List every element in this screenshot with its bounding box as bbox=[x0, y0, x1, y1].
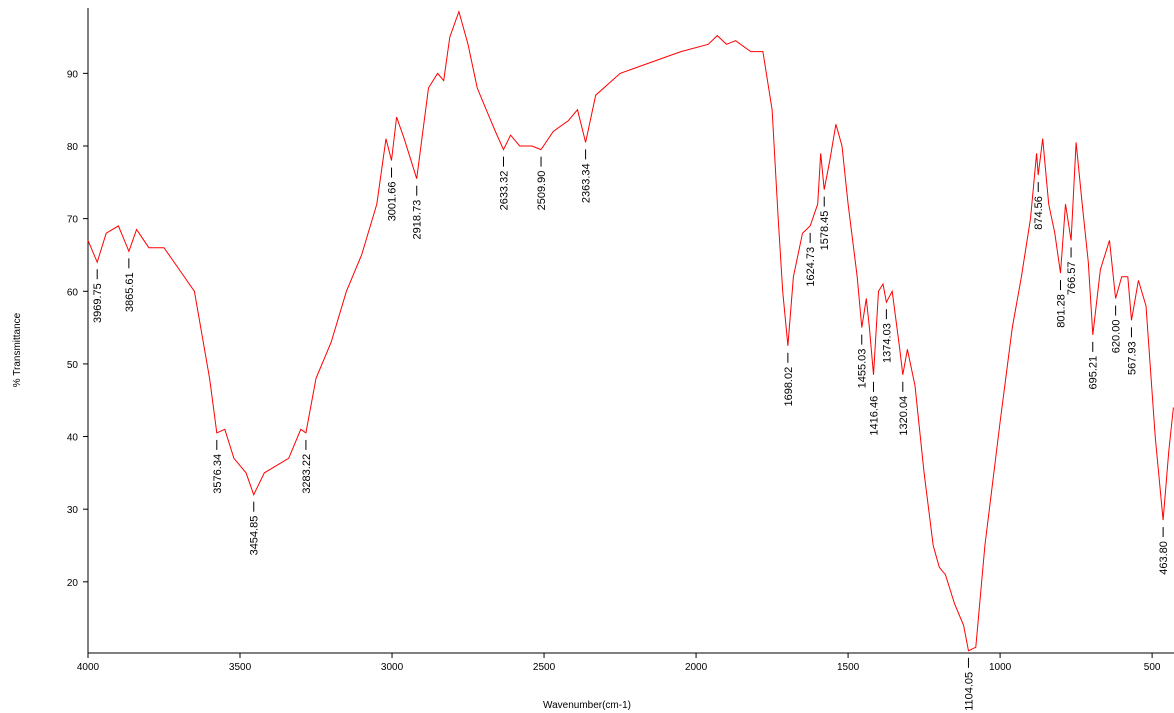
y-tick-label: 60 bbox=[67, 287, 79, 298]
peak-label: 3454.85 bbox=[249, 516, 261, 556]
peak-label: 3576.34 bbox=[212, 454, 224, 494]
peak-label: 1374.03 bbox=[881, 323, 893, 363]
peak-label: 2633.32 bbox=[499, 171, 511, 211]
y-tick-label: 50 bbox=[67, 360, 79, 371]
peak-label: 1578.45 bbox=[819, 211, 831, 251]
peak-label: 3865.61 bbox=[124, 272, 136, 312]
y-tick-label: 80 bbox=[67, 142, 79, 153]
x-axis-label: Wavenumber(cm-1) bbox=[543, 700, 631, 711]
x-tick-label: 1500 bbox=[837, 662, 860, 673]
y-axis-label: % Transmittance bbox=[12, 312, 23, 387]
x-tick-label: 1000 bbox=[989, 662, 1012, 673]
x-tick-label: 2000 bbox=[685, 662, 708, 673]
peak-label: 874.56 bbox=[1033, 196, 1045, 230]
peak-label: 1455.03 bbox=[857, 349, 869, 389]
y-tick-label: 40 bbox=[67, 433, 79, 444]
x-tick-label: 500 bbox=[1144, 662, 1161, 673]
spectrum-line bbox=[87, 9, 1174, 652]
peak-label: 2509.90 bbox=[536, 171, 548, 211]
peak-label: 3001.66 bbox=[387, 182, 399, 222]
y-tick-label: 90 bbox=[67, 69, 79, 80]
peak-label: 2918.73 bbox=[412, 200, 424, 240]
x-tick-label: 4000 bbox=[77, 662, 100, 673]
peak-label: 3283.22 bbox=[301, 454, 313, 494]
x-tick-label: 3500 bbox=[229, 662, 252, 673]
peak-label: 1698.02 bbox=[783, 367, 795, 407]
peak-label: 2363.34 bbox=[581, 163, 593, 203]
x-tick-label: 3000 bbox=[381, 662, 404, 673]
peak-label: 620.00 bbox=[1111, 320, 1123, 354]
peak-label: 1624.73 bbox=[805, 247, 817, 287]
peak-label: 1416.46 bbox=[868, 396, 880, 436]
y-tick-label: 70 bbox=[67, 215, 79, 226]
x-tick-label: 2500 bbox=[533, 662, 556, 673]
peak-label: 3969.75 bbox=[92, 283, 104, 323]
peak-label: 766.57 bbox=[1066, 261, 1078, 295]
y-tick-label: 20 bbox=[67, 578, 79, 589]
y-tick-label: 30 bbox=[67, 505, 79, 516]
peak-label: 801.28 bbox=[1056, 294, 1068, 328]
peak-label: 463.80 bbox=[1158, 541, 1170, 575]
peak-label: 1320.04 bbox=[898, 396, 910, 436]
peak-label: 695.21 bbox=[1088, 356, 1100, 390]
peak-label: 1104.05 bbox=[963, 672, 975, 711]
peak-label: 567.93 bbox=[1126, 341, 1138, 375]
